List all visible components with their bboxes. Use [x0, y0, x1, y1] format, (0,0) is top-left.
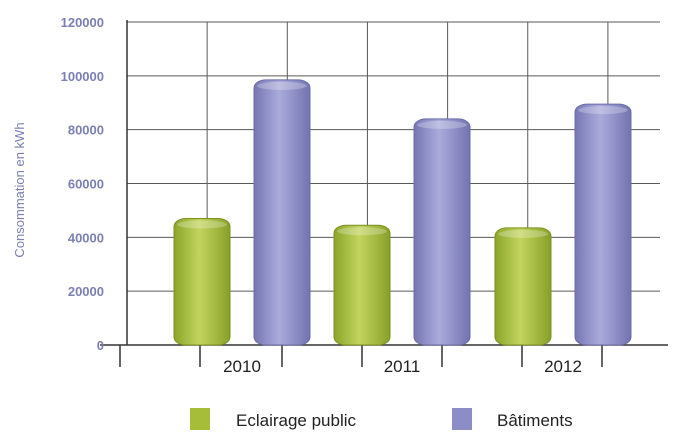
y-tick-label-60000: 60000	[68, 177, 104, 192]
legend-swatch-batiments	[452, 408, 472, 430]
y-tick-label-0: 0	[97, 338, 104, 353]
bar-highlight-batiments-2012	[578, 106, 628, 115]
bars	[173, 79, 632, 346]
bar-highlight-batiments-2010	[257, 81, 307, 90]
bar-highlight-eclairage-public-2012	[498, 229, 548, 238]
bar-batiments-2012	[574, 103, 632, 346]
legend-label-eclairage-public: Eclairage public	[236, 411, 357, 430]
bar-highlight-eclairage-public-2011	[337, 227, 387, 236]
bar-highlight-eclairage-public-2010	[177, 220, 227, 229]
x-tick-label-2012: 2012	[544, 357, 582, 376]
legend-label-batiments: Bâtiments	[497, 411, 573, 430]
y-tick-label-40000: 40000	[68, 230, 104, 245]
bar-highlight-batiments-2011	[417, 120, 467, 129]
bar-eclairage-public-2011	[333, 224, 391, 346]
bar-batiments-2011	[413, 118, 471, 346]
y-tick-label-100000: 100000	[61, 69, 104, 84]
y-tick-label-20000: 20000	[68, 284, 104, 299]
y-tick-label-120000: 120000	[61, 15, 104, 30]
y-axis-label: Consommation en kWh	[12, 122, 27, 257]
x-tick-label-2010: 2010	[223, 357, 261, 376]
y-tick-labels: 0 20000 40000 60000 80000 100000 120000	[61, 15, 104, 353]
bar-batiments-2010	[253, 79, 311, 346]
bar-eclairage-public-2010	[173, 217, 231, 346]
x-tick-labels: 2010 2011 2012	[223, 357, 582, 376]
y-tick-label-80000: 80000	[68, 123, 104, 138]
legend-swatch-eclairage-public	[190, 408, 210, 430]
bar-eclairage-public-2012	[494, 227, 552, 346]
x-tick-label-2011: 2011	[384, 357, 421, 376]
legend: Eclairage public Bâtiments	[190, 408, 573, 430]
